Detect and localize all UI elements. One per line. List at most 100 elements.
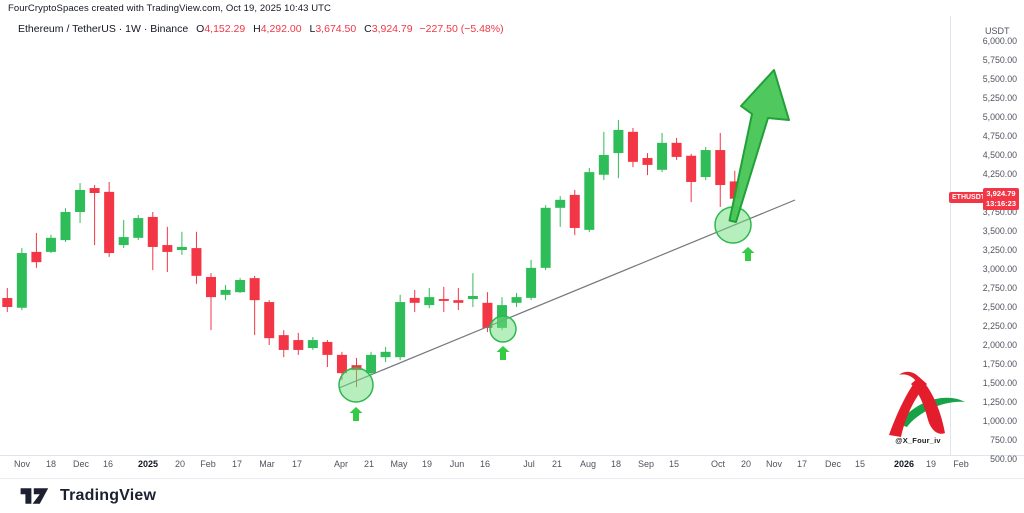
candle-body [613,129,624,154]
ohlc-high-value: 4,292.00 [260,23,302,35]
price-tick-label: 4,500.00 [982,150,1017,160]
symbol-legend: Ethereum / TetherUS · 1W · Binance O4,15… [18,23,504,35]
price-tick-label: 5,000.00 [982,112,1017,122]
time-tick-label: May [390,459,408,469]
candle-body [220,289,231,295]
support-touch-circle [489,315,517,343]
tradingview-logo-text[interactable]: TradingView [60,487,157,504]
time-tick-label: Jun [449,459,465,469]
candle-body [89,188,100,193]
candle-body [395,302,406,358]
time-tick-label: 19 [925,459,937,469]
price-tick-label: 5,750.00 [982,55,1017,65]
time-tick-label: 20 [740,459,752,469]
time-tick-label: Feb [953,459,969,469]
candle-body [511,297,522,303]
time-tick-label: Dec [824,459,842,469]
candle-body [438,299,449,301]
candle-body [671,142,682,157]
price-tick-label: 2,250.00 [982,321,1017,331]
last-price-badge: 3,924.79 13:16:23 [983,188,1019,210]
candle-body [409,297,420,303]
candle-body [191,248,202,276]
time-tick-label: 18 [45,459,57,469]
price-tick-label: 1,500.00 [982,378,1017,388]
time-tick-label: 17 [231,459,243,469]
price-tick-label: 5,500.00 [982,74,1017,84]
time-tick-label: 18 [610,459,622,469]
candle-body [657,142,668,170]
price-tick-label: 2,500.00 [982,302,1017,312]
candle-body [584,172,595,230]
price-tick-label: 1,750.00 [982,359,1017,369]
price-tick-label: 1,250.00 [982,397,1017,407]
ohlc-low-value: 3,674.50 [315,23,357,35]
time-tick-label: Nov [765,459,783,469]
candle-body [322,341,333,355]
last-price-value: 3,924.79 [986,189,1016,198]
time-tick-label: Nov [13,459,31,469]
ticker-badge: ETHUSDT [949,192,989,203]
channel-handle: @X_Four_iv [895,436,941,445]
candle-body [2,298,13,307]
price-tick-label: 3,000.00 [982,264,1017,274]
candle-body [45,237,56,252]
candle-body [686,155,697,182]
candle-body [118,237,129,246]
time-tick-label: Feb [200,459,216,469]
time-tick-label: Jul [523,459,535,469]
candle-body [555,199,566,208]
price-tick-label: 5,250.00 [982,93,1017,103]
time-tick-label: 19 [421,459,433,469]
candle-body [278,335,289,350]
candle-body [482,302,493,328]
time-tick-year-label: 2025 [137,459,159,469]
candle-body [715,150,726,186]
price-tick-label: 750.00 [990,435,1017,445]
time-tick-label: 20 [174,459,186,469]
time-tick-label: 21 [363,459,375,469]
time-tick-label: 21 [551,459,563,469]
time-tick-label: 16 [102,459,114,469]
time-tick-label: Apr [333,459,349,469]
footer-bar: TradingView [0,478,1024,513]
candle-body [162,245,173,252]
candle-body [264,302,275,339]
ohlc-open-value: 4,152.29 [204,23,246,35]
candle-body [569,194,580,228]
candle-body [598,155,609,175]
up-arrow-marker [496,346,510,360]
candle-body [336,354,347,374]
up-arrow-marker [741,247,755,261]
time-tick-label: 15 [668,459,680,469]
ohlc-high-label: H [253,23,261,35]
candle-body [206,276,216,298]
price-tick-label: 6,000.00 [982,36,1017,46]
change-value: −227.50 (−5.48%) [419,23,504,35]
up-arrow-marker [349,407,363,421]
time-tick-label: Aug [579,459,597,469]
attribution-text: FourCryptoSpaces created with TradingVie… [8,3,332,14]
bar-countdown: 13:16:23 [985,199,1017,208]
logo-red-a-right [911,377,945,434]
time-tick-label: 15 [854,459,866,469]
candle-body [176,246,187,250]
time-tick-label: Oct [710,459,726,469]
candle-body [133,218,144,238]
candlestick-chart-canvas[interactable] [0,0,1024,478]
candle-body [293,340,304,350]
price-tick-label: 2,750.00 [982,283,1017,293]
channel-logo [889,371,965,437]
candle-body [540,207,551,268]
tradingview-logo-icon[interactable] [18,487,52,505]
candle-body [424,297,435,306]
candle-body [60,212,71,241]
price-tick-label: 4,250.00 [982,169,1017,179]
price-tick-label: 3,750.00 [982,207,1017,217]
candle-body [307,340,318,349]
ohlc-close-label: C [364,23,372,35]
candle-body [642,158,653,165]
price-tick-label: 500.00 [990,454,1017,464]
big-breakout-arrow [728,69,790,223]
ohlc-open-label: O [196,23,205,35]
